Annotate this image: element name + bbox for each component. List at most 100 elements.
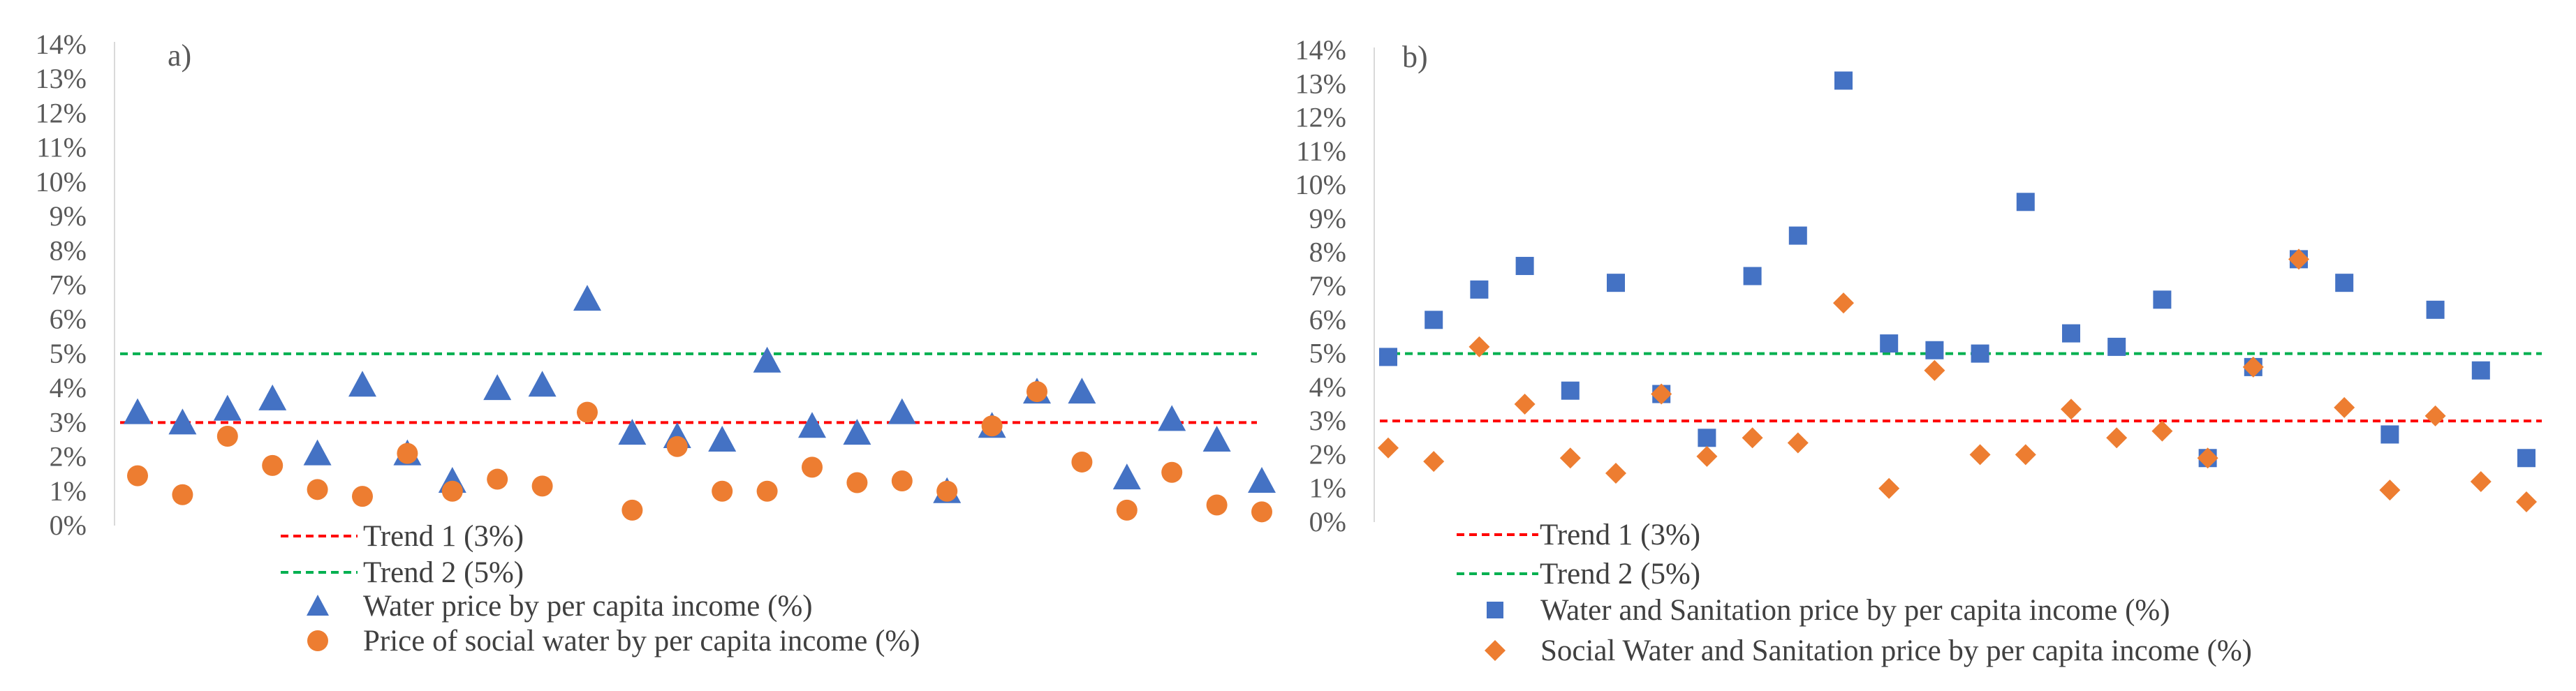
data-point-circle <box>1116 499 1138 521</box>
data-point-diamond <box>2015 444 2036 466</box>
data-point-triangle <box>168 408 197 435</box>
data-point-circle <box>666 436 688 457</box>
data-point-diamond <box>1878 477 1900 499</box>
data-point-circle <box>352 486 373 507</box>
data-point-square <box>1607 274 1625 292</box>
data-point-square <box>2335 274 2354 292</box>
panel-label: a) <box>168 38 191 73</box>
data-point-diamond <box>2334 396 2355 418</box>
data-point-diamond <box>1787 432 1809 454</box>
y-tick-label: 1% <box>1309 473 1346 504</box>
data-point-diamond <box>2151 420 2173 442</box>
data-point-diamond <box>1696 445 1718 467</box>
data-point-circle <box>756 480 778 502</box>
y-tick-label: 9% <box>1309 202 1346 234</box>
data-point-diamond <box>1924 359 1945 381</box>
y-tick-label: 10% <box>1295 169 1346 200</box>
data-point-square <box>1379 348 1397 366</box>
y-tick-label: 4% <box>50 372 87 403</box>
data-point-diamond <box>1378 437 1399 459</box>
data-point-circle <box>1071 451 1093 473</box>
data-point-square <box>1470 280 1489 299</box>
y-tick-label: 8% <box>50 235 87 266</box>
y-tick-label: 3% <box>1309 405 1346 436</box>
data-point-circle <box>1206 494 1228 516</box>
data-point-circle <box>441 480 463 502</box>
data-point-diamond <box>1833 292 1854 314</box>
data-point-circle <box>216 426 238 447</box>
data-point-triangle <box>124 398 152 424</box>
data-point-diamond <box>1742 427 1763 449</box>
data-point-triangle <box>753 346 781 373</box>
data-point-triangle <box>1112 463 1141 490</box>
y-tick-label: 14% <box>36 29 87 60</box>
data-point-square <box>2426 300 2445 319</box>
legend-swatch-square <box>1487 602 1503 618</box>
data-point-diamond <box>1651 383 1672 405</box>
data-point-circle <box>712 480 733 502</box>
y-tick-label: 12% <box>36 97 87 128</box>
data-point-square <box>1971 344 1989 363</box>
data-point-circle <box>172 484 193 505</box>
legend-label: Price of social water by per capita inco… <box>363 625 920 657</box>
data-point-diamond <box>2197 447 2218 469</box>
data-point-diamond <box>1605 462 1626 484</box>
data-point-diamond <box>2061 399 2082 420</box>
data-point-square <box>2107 337 2126 356</box>
y-tick-label: 11% <box>36 132 87 163</box>
y-tick-label: 9% <box>50 200 87 232</box>
legend-label: Trend 1 (3%) <box>363 520 524 553</box>
y-tick-label: 12% <box>1295 102 1346 133</box>
legend-label: Trend 2 (5%) <box>1540 558 1700 590</box>
data-point-triangle <box>573 285 601 311</box>
data-point-circle <box>1251 501 1272 523</box>
data-point-circle <box>891 470 913 492</box>
legend-label: Trend 1 (3%) <box>1540 519 1700 551</box>
y-tick-label: 2% <box>1309 438 1346 470</box>
y-tick-label: 5% <box>1309 338 1346 369</box>
data-point-circle <box>397 443 418 464</box>
data-point-triangle <box>798 412 826 438</box>
legend-label: Water and Sanitation price by per capita… <box>1540 594 2170 627</box>
data-point-square <box>1834 71 1853 90</box>
legend-label: Trend 2 (5%) <box>363 556 524 589</box>
y-tick-label: 4% <box>1309 371 1346 403</box>
data-point-triangle <box>843 419 871 445</box>
data-point-diamond <box>2424 405 2446 426</box>
data-point-triangle <box>528 371 557 397</box>
y-tick-label: 2% <box>50 441 87 473</box>
data-point-circle <box>307 479 328 500</box>
data-point-diamond <box>2106 427 2128 449</box>
chart-panel-b: 0%1%2%3%4%5%6%7%8%9%10%11%12%13%14% b) Tre… <box>1295 34 2542 667</box>
legend-label: Social Water and Sanitation price by per… <box>1540 634 2252 667</box>
data-point-triangle <box>1202 425 1231 452</box>
data-point-square <box>1925 341 1944 359</box>
data-point-circle <box>621 499 643 521</box>
data-point-diamond <box>2242 356 2264 378</box>
y-tick-label: 8% <box>1309 237 1346 268</box>
data-point-triangle <box>708 425 737 452</box>
data-point-triangle <box>1248 467 1276 493</box>
chart-panel-a: 0%1%2%3%4%5%6%7%8%9%10%11% 12%13%14% a) Tre… <box>36 29 1276 657</box>
data-point-square <box>1515 257 1534 276</box>
legend-swatch-diamond <box>1485 640 1506 661</box>
y-tick-label: 10% <box>36 166 87 198</box>
y-tick-label: 0% <box>50 510 87 541</box>
legend-swatch-triangle <box>307 595 329 616</box>
data-point-square <box>2062 324 2080 343</box>
data-point-triangle <box>213 394 242 421</box>
data-point-diamond <box>1469 336 1490 357</box>
data-point-circle <box>127 465 148 486</box>
data-point-circle <box>531 475 553 497</box>
data-point-triangle <box>618 419 647 445</box>
legend-label: Water price by per capita income (%) <box>363 590 813 623</box>
y-tick-label: 7% <box>1309 270 1346 302</box>
y-tick-label: 3% <box>50 406 87 438</box>
data-point-square <box>2016 193 2035 211</box>
data-point-triangle <box>483 374 512 401</box>
data-point-triangle <box>1158 405 1186 431</box>
y-tick-label: 7% <box>50 269 87 301</box>
data-point-circle <box>262 454 284 476</box>
data-point-diamond <box>1969 444 1991 466</box>
data-point-triangle <box>258 384 287 410</box>
